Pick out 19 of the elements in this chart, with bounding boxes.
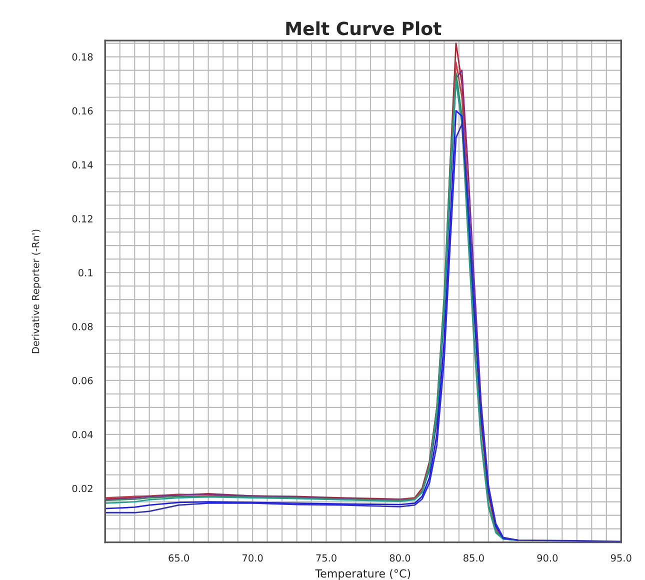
x-tick-label: 75.0: [316, 554, 336, 562]
y-tick-label: 0.08: [72, 322, 93, 330]
y-tick-label: 0.14: [72, 161, 93, 169]
chart-title: Melt Curve Plot: [286, 21, 442, 36]
x-axis-title: Temperature (°C): [315, 569, 410, 580]
x-tick-label: 95.0: [610, 554, 632, 562]
y-tick-label: 0.02: [72, 484, 92, 492]
x-tick-label: 80.0: [390, 554, 410, 562]
x-tick-label: 65.0: [168, 554, 190, 562]
x-tick-label: 70.0: [242, 554, 263, 562]
y-tick-label: 0.06: [72, 376, 93, 384]
y-tick-label: 0.16: [72, 107, 93, 115]
y-tick-label: 0.1: [78, 269, 92, 276]
y-tick-label: 0.12: [72, 215, 92, 222]
x-tick-label: 90.0: [537, 554, 558, 562]
y-axis-title: Derivative Reporter (-Rn'): [32, 230, 42, 354]
y-tick-label: 0.18: [72, 53, 93, 61]
x-tick-label: 85.0: [464, 554, 484, 562]
y-tick-label: 0.04: [72, 430, 93, 438]
